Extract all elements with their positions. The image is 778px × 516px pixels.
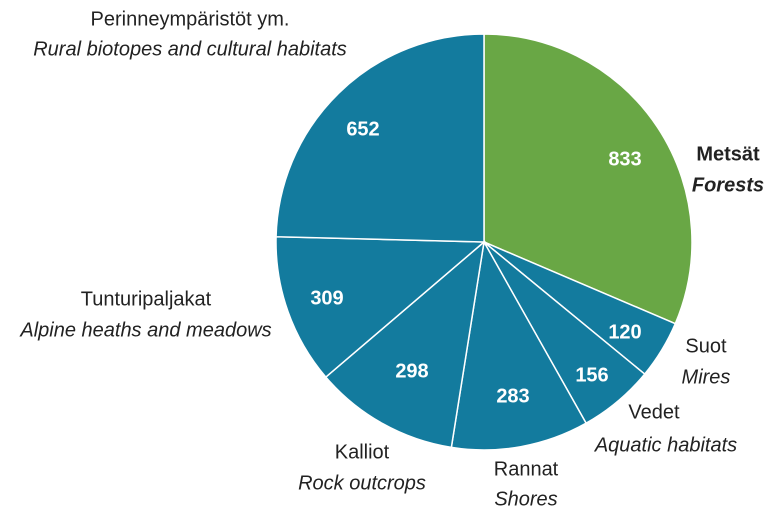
pie-slice xyxy=(324,240,486,449)
category-label-english: Rural biotopes and cultural habitats xyxy=(33,38,347,60)
value-label: 120 xyxy=(608,321,641,343)
category-label: Suot xyxy=(685,335,727,357)
category-label: Kalliot xyxy=(335,441,390,463)
category-label: Rannat xyxy=(494,458,559,480)
category-label-english: Alpine heaths and meadows xyxy=(19,319,271,341)
pie-slice xyxy=(275,235,486,379)
category-label-english: Aquatic habitats xyxy=(594,434,737,456)
category-label: Metsät xyxy=(696,143,760,165)
category-label-english: Forests xyxy=(692,174,764,196)
category-label: Perinneympäristöt ym. xyxy=(91,8,290,30)
value-label: 298 xyxy=(395,360,428,382)
value-label: 156 xyxy=(575,364,608,386)
value-label: 652 xyxy=(346,118,379,140)
value-label: 309 xyxy=(310,287,343,309)
category-label-english: Rock outcrops xyxy=(298,472,426,494)
category-label: Vedet xyxy=(628,401,680,423)
value-label: 833 xyxy=(608,148,641,170)
category-label-english: Shores xyxy=(494,488,557,510)
category-label: Tunturipaljakat xyxy=(81,288,212,310)
value-label: 283 xyxy=(496,385,529,407)
category-label-english: Mires xyxy=(682,366,731,388)
pie-slice xyxy=(450,239,588,451)
pie-slice xyxy=(275,33,485,243)
pie-slice xyxy=(483,33,693,325)
